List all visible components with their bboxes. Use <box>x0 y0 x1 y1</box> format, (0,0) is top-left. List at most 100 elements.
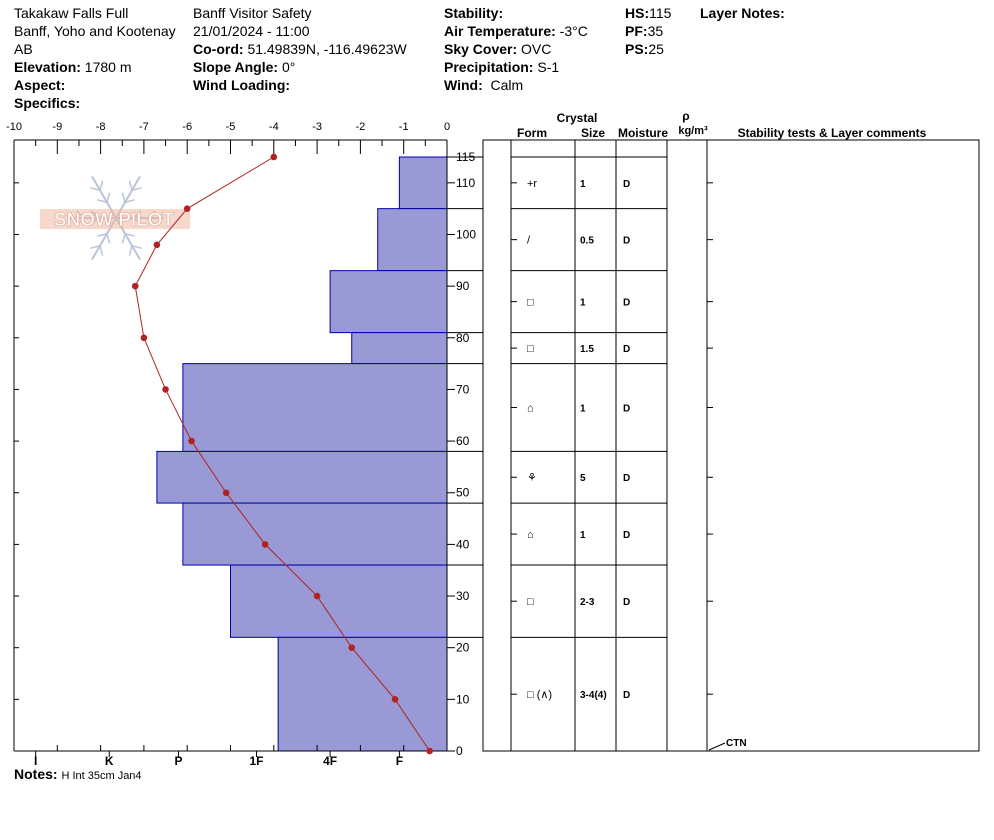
hardness-tick-label: P <box>175 754 183 768</box>
layer-notes-label: Layer Notes: <box>700 4 785 22</box>
temp-tick-label: -7 <box>139 121 149 133</box>
precip-label: Precipitation: <box>444 59 534 75</box>
location-name: Takakaw Falls Full <box>14 5 129 21</box>
slope-value: 0° <box>281 59 296 75</box>
watermark-band <box>40 209 190 229</box>
layer-moisture: D <box>623 597 630 608</box>
height-tick-label: 60 <box>456 434 470 448</box>
hs-label: HS: <box>625 5 650 21</box>
layer-moisture: D <box>623 404 630 415</box>
height-tick-label: 10 <box>456 692 470 706</box>
hardness-bar <box>230 564 448 638</box>
notes-value: H Int 35cm Jan4 <box>61 770 142 782</box>
size-header: Size <box>581 126 605 140</box>
layer-moisture: D <box>623 236 630 247</box>
hardness-bar <box>182 502 448 566</box>
wind-value: Calm <box>490 77 524 93</box>
wind-field: Wind: Calm <box>444 76 523 94</box>
layer-size: 3-4(4) <box>580 690 607 701</box>
layer-notes-label-text: Layer Notes: <box>700 5 785 21</box>
wind-loading-label: Wind Loading: <box>193 77 291 93</box>
snowflake-branch <box>99 245 104 256</box>
ps-field: PS:25 <box>625 40 664 58</box>
height-tick-label: 110 <box>456 176 475 190</box>
layer-moisture: D <box>623 473 630 484</box>
temp-tick-label: -9 <box>52 121 62 133</box>
province-name: AB <box>14 41 33 57</box>
snowflake-branch <box>106 233 111 244</box>
height-tick-label: 80 <box>456 331 470 345</box>
temp-tick-label: -8 <box>96 121 106 133</box>
hardness-tick-label: 4F <box>323 754 337 768</box>
snowflake-branch <box>90 244 101 250</box>
air-temp-value: -3°C <box>559 23 588 39</box>
layer-form: □ (∧) <box>527 689 552 701</box>
temperature-point <box>348 644 356 651</box>
temperature-point <box>131 282 139 290</box>
hardness-tick-label: F <box>396 754 403 768</box>
layer-form: □ <box>527 596 534 608</box>
temperature-point <box>140 334 148 342</box>
stability-comments-header: Stability tests & Layer comments <box>738 126 927 140</box>
hardness-bar <box>398 156 448 210</box>
layer-moisture: D <box>623 179 630 190</box>
layer-form: / <box>527 235 531 247</box>
temperature-point <box>426 747 433 755</box>
pf-field: PF:35 <box>625 22 663 40</box>
wind-loading-field: Wind Loading: <box>193 76 290 94</box>
temperature-point <box>391 696 399 703</box>
stability-field: Stability: <box>444 4 503 22</box>
layer-size: 1 <box>580 298 586 309</box>
layer-moisture: D <box>623 298 630 309</box>
layer-form: ⌂ <box>527 529 534 541</box>
temp-tick-label: -2 <box>356 121 366 133</box>
specifics-field: Specifics: <box>14 94 80 112</box>
layer-moisture: D <box>623 690 630 701</box>
temperature-point <box>188 437 195 445</box>
snowflake-branch <box>124 199 135 204</box>
snowflake-branch <box>124 232 135 237</box>
snowflake-branch <box>99 180 104 191</box>
height-tick-label: 50 <box>456 486 470 500</box>
height-tick-label: 90 <box>456 279 470 293</box>
temperature-point <box>313 592 321 600</box>
temperature-point <box>153 241 161 249</box>
layer-form: ⚘ <box>527 472 537 484</box>
coord-value: 51.49839N, -116.49623W <box>247 41 407 57</box>
precip-field: Precipitation: S-1 <box>444 58 559 76</box>
elevation-label: Elevation: <box>14 59 81 75</box>
hardness-bar <box>377 208 448 272</box>
temperature-point <box>270 153 278 161</box>
hs-value: 115 <box>649 5 672 21</box>
sky-cover-label: Sky Cover: <box>444 41 518 57</box>
layer-form: +r <box>527 178 537 190</box>
density-unit-header: kg/m³ <box>678 125 708 137</box>
precip-value: S-1 <box>537 59 560 75</box>
temp-tick-label: -10 <box>6 121 22 133</box>
layer-size: 5 <box>580 473 586 484</box>
temp-tick-label: -1 <box>399 121 409 133</box>
air-temp-field: Air Temperature: -3°C <box>444 22 588 40</box>
observer-name: Banff Visitor Safety <box>193 5 312 21</box>
temperature-point <box>261 541 269 548</box>
snowflake-branch <box>106 192 111 203</box>
air-temp-label: Air Temperature: <box>444 23 556 39</box>
snowflake-branch <box>121 233 126 244</box>
sky-cover-field: Sky Cover: OVC <box>444 40 551 58</box>
hardness-bar <box>351 332 448 365</box>
stability-test-result: CTN <box>726 738 747 749</box>
layer-moisture: D <box>623 344 630 355</box>
snowflake-branch <box>131 186 142 192</box>
coord-label: Co-ord: <box>193 41 244 57</box>
aspect-label: Aspect: <box>14 77 66 93</box>
specifics-label: Specifics: <box>14 95 81 111</box>
hardness-bar <box>277 636 448 752</box>
ps-value: 25 <box>648 41 664 57</box>
snowflake-branch <box>97 199 108 204</box>
layer-form: ⌂ <box>527 403 534 415</box>
height-tick-label: 0 <box>456 744 463 758</box>
stability-label: Stability: <box>444 5 504 21</box>
height-tick-label: 100 <box>456 227 476 241</box>
pf-value: 35 <box>647 23 664 39</box>
